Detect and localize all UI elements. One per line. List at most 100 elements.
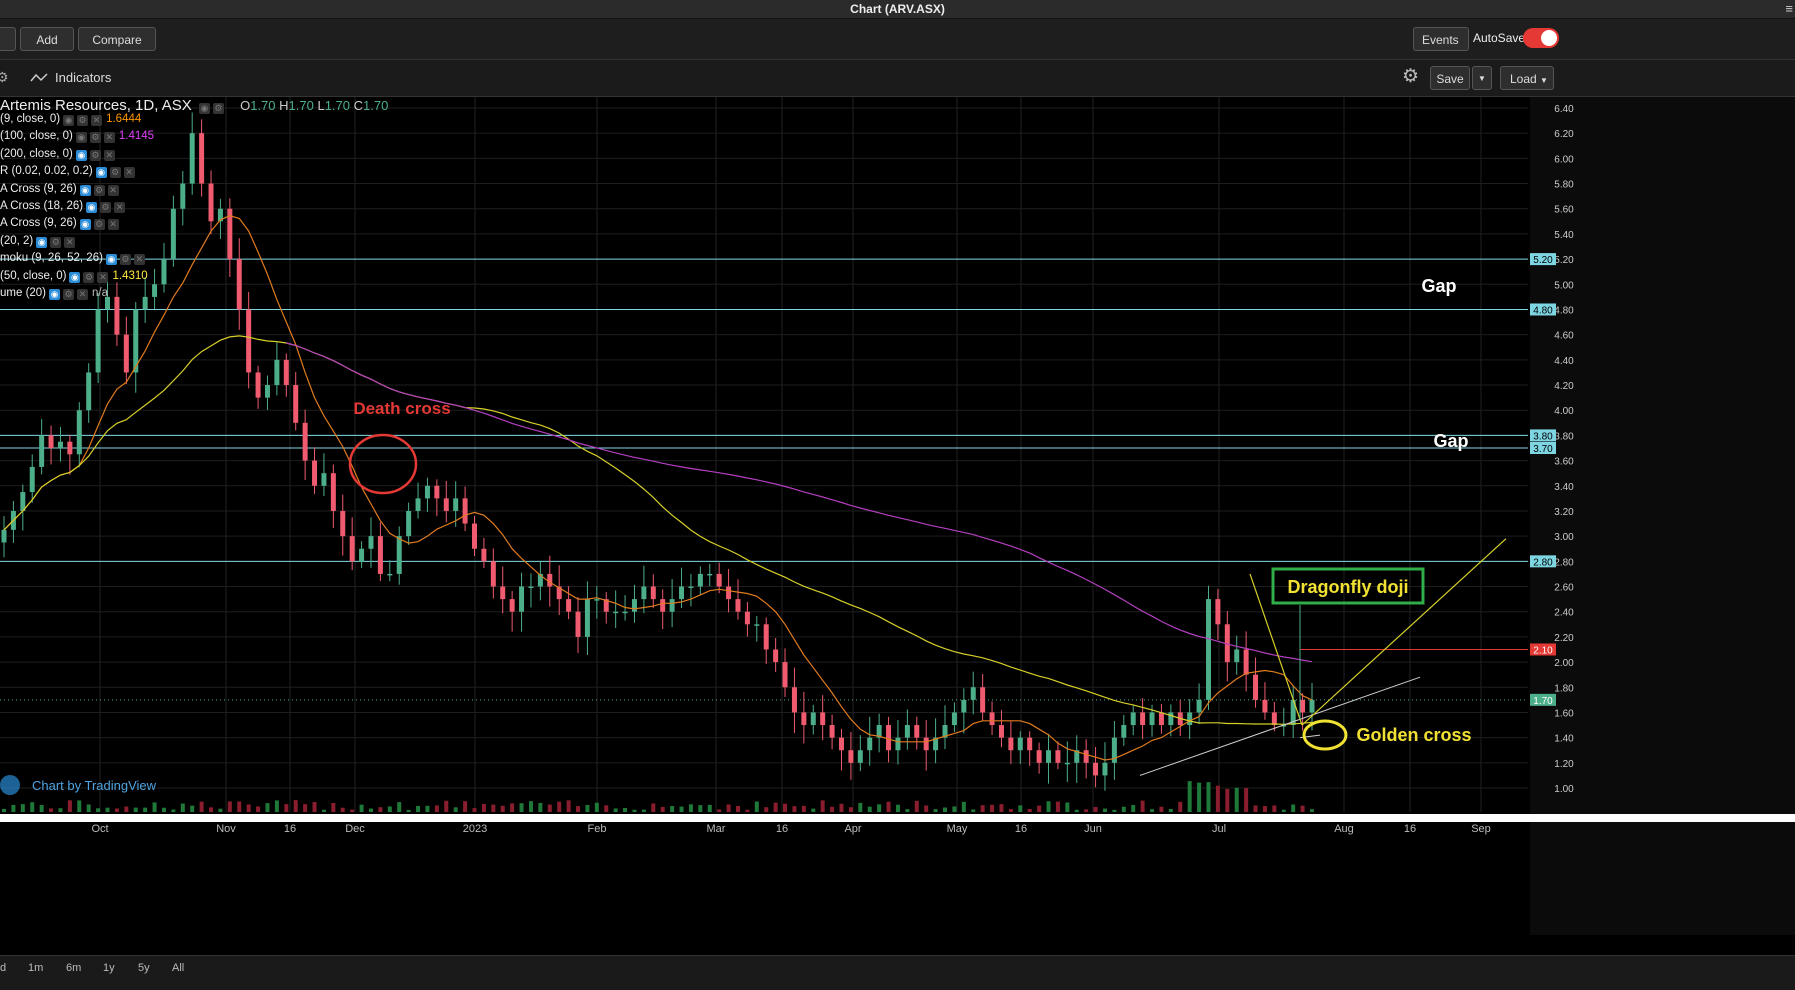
- indicator-legend-row: moku (9, 26, 52, 26) ◉ ⚙ ✕: [0, 252, 145, 266]
- indicator-remove-icon[interactable]: ✕: [123, 167, 135, 179]
- indicator-settings-icon[interactable]: ⚙: [77, 115, 89, 126]
- partial-button[interactable]: [0, 27, 16, 51]
- x-tick-label: Oct: [91, 823, 108, 835]
- indicator-settings-icon[interactable]: ⚙: [83, 271, 95, 283]
- volume-bar: [463, 801, 468, 812]
- range-button-d[interactable]: d: [0, 962, 7, 974]
- range-button-6m[interactable]: 6m: [66, 962, 82, 974]
- indicator-remove-icon[interactable]: ✕: [91, 115, 103, 126]
- volume-bar: [773, 802, 778, 812]
- gear-icon[interactable]: ⚙: [1402, 66, 1420, 87]
- candle-body: [48, 435, 54, 448]
- range-bar: d 1m 6m 1y 5y All: [0, 955, 1795, 990]
- tradingview-watermark[interactable]: Chart by TradingView: [32, 778, 157, 793]
- save-dropdown-chevron-icon[interactable]: ▼: [1472, 66, 1492, 90]
- indicator-eye-icon[interactable]: ◉: [49, 289, 61, 300]
- volume-bar: [886, 801, 891, 812]
- events-label: Events: [1422, 33, 1459, 47]
- volume-bar: [990, 804, 995, 812]
- candle-body: [180, 183, 186, 209]
- indicator-remove-icon[interactable]: ✕: [103, 149, 115, 161]
- candle-body: [340, 510, 346, 537]
- indicator-eye-icon[interactable]: ◉: [69, 271, 81, 283]
- candle-body: [424, 485, 430, 499]
- indicator-settings-icon[interactable]: ⚙: [50, 236, 62, 248]
- indicator-eye-icon[interactable]: ◉: [75, 149, 87, 161]
- indicator-eye-icon[interactable]: ◉: [63, 115, 75, 126]
- gap-label-upper: Gap: [1421, 276, 1456, 296]
- death-cross-circle: [348, 433, 418, 495]
- indicator-settings-icon[interactable]: ⚙: [63, 289, 75, 300]
- price-chart-svg[interactable]: Oct Nov 16 Dec 2023 Feb Mar 16 Apr May 16 Jun Jul Aug…: [0, 97, 1795, 935]
- symbol-name: Artemis Resources, 1D, ASX: [0, 97, 192, 114]
- indicator-remove-icon[interactable]: ✕: [114, 202, 126, 213]
- volume-bar: [491, 804, 496, 812]
- candle-body: [462, 498, 468, 524]
- indicator-remove-icon[interactable]: ✕: [133, 254, 145, 266]
- range-button-1y[interactable]: 1y: [103, 962, 115, 974]
- indicator-eye-icon[interactable]: ◉: [36, 236, 48, 248]
- indicator-eye-icon[interactable]: ◉: [79, 184, 91, 196]
- indicator-settings-icon[interactable]: ⚙: [100, 202, 112, 213]
- candle-body: [1121, 725, 1127, 738]
- volume-bar: [152, 802, 157, 812]
- autosave-toggle[interactable]: [1523, 28, 1559, 48]
- range-button-5y[interactable]: 5y: [138, 962, 150, 974]
- candle-body: [255, 372, 261, 398]
- indicator-remove-icon[interactable]: ✕: [103, 132, 115, 144]
- indicator-settings-icon[interactable]: ⚙: [93, 184, 105, 196]
- dragonfly-doji-label: Dragonfly doji: [1288, 577, 1409, 597]
- legend-settings-icon[interactable]: ⚙: [212, 103, 224, 114]
- candle-body: [970, 687, 976, 700]
- range-button-all[interactable]: All: [172, 962, 185, 974]
- indicator-eye-icon[interactable]: ◉: [95, 167, 107, 179]
- candle-body: [547, 573, 553, 587]
- indicator-settings-icon[interactable]: ⚙: [109, 167, 121, 179]
- volume-bar: [425, 805, 430, 812]
- load-dropdown[interactable]: Load ▼: [1500, 66, 1554, 90]
- volume-bar: [293, 800, 298, 812]
- tradingview-logo-icon: [0, 775, 20, 795]
- candle-body: [528, 586, 534, 589]
- range-button-1m[interactable]: 1m: [28, 962, 44, 974]
- save-button[interactable]: Save: [1430, 66, 1470, 90]
- indicator-settings-icon[interactable]: ⚙: [89, 132, 101, 144]
- volume-bar: [434, 805, 439, 812]
- indicators-icon[interactable]: [30, 71, 48, 85]
- candle-body: [133, 309, 139, 373]
- y-tick-label: 3.60: [1554, 457, 1574, 468]
- indicator-eye-icon[interactable]: ◉: [105, 254, 117, 266]
- indicator-settings-icon[interactable]: ⚙: [93, 219, 105, 231]
- indicator-eye-icon[interactable]: ◉: [86, 202, 98, 213]
- level-badge: [1530, 555, 1556, 568]
- volume-bar: [1197, 782, 1202, 812]
- indicator-remove-icon[interactable]: ✕: [107, 219, 119, 231]
- volume-bar: [877, 804, 882, 812]
- events-dropdown[interactable]: Events ▼: [1413, 27, 1469, 70]
- indicator-remove-icon[interactable]: ✕: [107, 184, 119, 196]
- hamburger-menu-icon[interactable]: ≡: [1785, 1, 1793, 16]
- compare-button[interactable]: Compare: [78, 27, 156, 51]
- indicator-remove-icon[interactable]: ✕: [77, 289, 89, 300]
- legend-eye-icon[interactable]: ◉: [198, 103, 210, 114]
- ohlc-low: 1.70: [324, 98, 351, 113]
- indicator-remove-icon[interactable]: ✕: [97, 271, 109, 283]
- indicator-remove-icon[interactable]: ✕: [64, 236, 76, 248]
- candle-body: [1093, 762, 1099, 776]
- y-tick-label: 4.60: [1554, 331, 1574, 342]
- indicator-settings-icon[interactable]: ⚙: [89, 149, 101, 161]
- volume-bar: [1055, 801, 1060, 812]
- volume-bar: [77, 800, 82, 812]
- indicators-button[interactable]: Indicators: [55, 70, 112, 85]
- indicator-eye-icon[interactable]: ◉: [75, 132, 87, 144]
- chart-area[interactable]: Oct Nov 16 Dec 2023 Feb Mar 16 Apr May 16 Jun Jul Aug…: [0, 97, 1795, 935]
- add-button[interactable]: Add: [20, 27, 74, 51]
- y-tick-label: 1.60: [1554, 708, 1574, 719]
- settings-partial-icon[interactable]: ⚙: [0, 69, 9, 85]
- volume-bar: [1225, 788, 1230, 812]
- indicator-eye-icon[interactable]: ◉: [79, 219, 91, 231]
- indicator-legend-row: (50, close, 0) ◉ ⚙ ✕ 1.4310: [0, 270, 148, 283]
- indicator-label: (9, close, 0): [0, 113, 61, 125]
- symbol-legend: Artemis Resources, 1D, ASX ◉ ⚙ O1.70 H1.7…: [0, 97, 388, 114]
- indicator-settings-icon[interactable]: ⚙: [119, 254, 131, 266]
